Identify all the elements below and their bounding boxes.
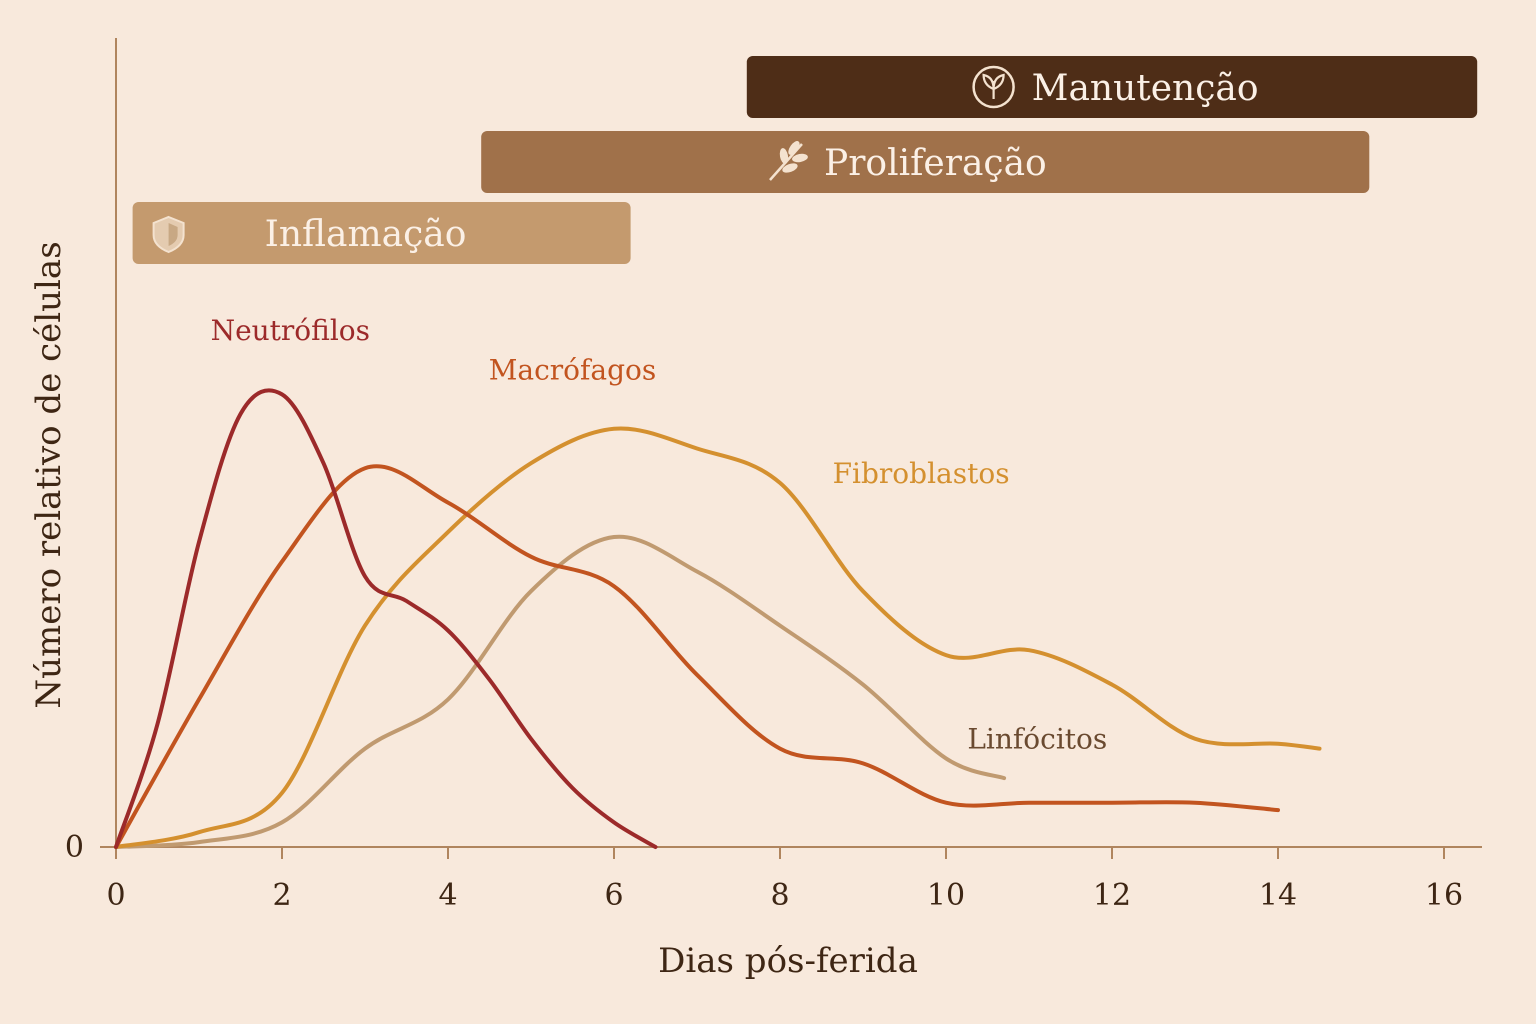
phase-label: Proliferação: [824, 143, 1047, 184]
x-tick-label: 10: [927, 878, 965, 913]
leaf-sprig-icon: [769, 141, 808, 181]
x-tick-label: 2: [272, 878, 291, 913]
x-tick-label: 16: [1425, 878, 1463, 913]
series-labels: Neutrófilos Macrófagos Fibroblastos Linfóci…: [211, 314, 1108, 755]
x-tick-label: 8: [770, 878, 789, 913]
y-axis-label: Número relativo de células: [29, 241, 69, 708]
series-label: Macrófagos: [489, 354, 657, 387]
series-line-linfocitos: [114, 534, 1007, 849]
phase-bars: Inflamação Proliferação Manutenção: [132, 56, 1478, 264]
series-label: Neutrófilos: [211, 314, 370, 347]
phase-label: Inflamação: [265, 214, 467, 255]
x-tick-label: 0: [106, 878, 125, 913]
series: [114, 388, 1322, 849]
phase-bar-3: Manutenção: [746, 56, 1478, 118]
sprout-circle-icon: [972, 65, 1015, 109]
phase-bar-rect: [746, 56, 1478, 118]
series-label: Linfócitos: [967, 723, 1107, 756]
series-line-fibroblastos: [114, 426, 1322, 849]
axes: Dias pós-ferida Número relativo de célul…: [29, 38, 1482, 981]
phase-bar-rect: [132, 202, 631, 264]
x-tick-label: 4: [438, 878, 457, 913]
shield-icon: [152, 215, 185, 254]
phase-bar-2: Proliferação: [481, 131, 1370, 193]
phase-bar-1: Inflamação: [132, 202, 631, 264]
x-tick-label: 6: [604, 878, 623, 913]
y-tick-label: 0: [65, 830, 84, 865]
x-axis-label: Dias pós-ferida: [658, 941, 918, 981]
series-line-neutrofilos: [114, 388, 658, 849]
x-tick-label: 14: [1259, 878, 1297, 913]
series-line-macrofagos: [114, 464, 1280, 849]
series-label: Fibroblastos: [833, 457, 1010, 490]
phase-bar-rect: [481, 131, 1370, 193]
phase-label: Manutenção: [1032, 68, 1259, 109]
x-tick-label: 12: [1093, 878, 1131, 913]
